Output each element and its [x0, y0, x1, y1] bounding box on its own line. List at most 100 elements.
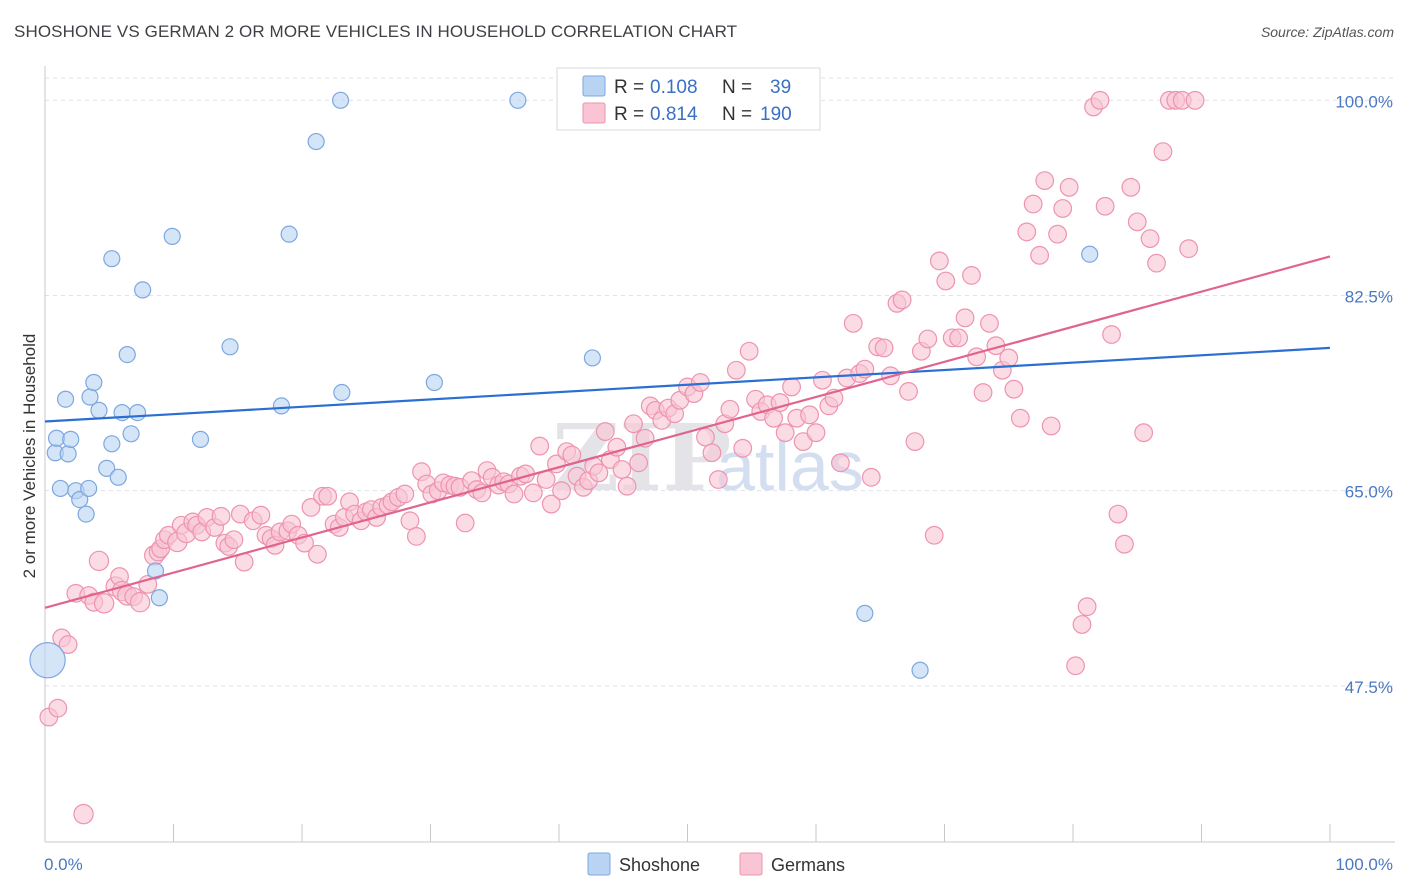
bottom-legend-label-shoshone: Shoshone [619, 855, 700, 875]
germans-point [629, 453, 649, 473]
shoshone-point [85, 373, 103, 392]
shoshone-point [191, 430, 210, 448]
germans-point [318, 486, 338, 506]
germans-point [308, 544, 327, 564]
ticks-layer: 47.5% 65.0% 82.5% 100.0% 0.0% 100.0% [44, 92, 1393, 874]
legend-n-value-germans: 190 [760, 104, 792, 125]
legend-top: R = 0.108 N = 39 R = 0.814 N = 190 [556, 67, 821, 131]
legend-n-value-shoshone: 39 [770, 77, 791, 98]
germans-point [1059, 177, 1079, 197]
germans-point [962, 266, 981, 285]
germans-point [617, 476, 637, 496]
germans-point [733, 438, 753, 458]
germans-point [720, 399, 740, 419]
germans-point [1134, 423, 1154, 443]
y-tick-label: 82.5% [1345, 287, 1393, 306]
bottom-legend-label-germans: Germans [771, 855, 845, 875]
shoshone-point [80, 479, 98, 498]
germans-point [93, 593, 115, 614]
germans-point [1048, 224, 1067, 244]
germans-point [406, 527, 426, 546]
germans-point [530, 436, 550, 456]
shoshone-point [128, 403, 147, 422]
shoshone-point [59, 445, 77, 463]
germans-point [806, 423, 826, 443]
shoshone-point [77, 505, 95, 523]
germans-point [861, 467, 881, 487]
chart-source: Source: ZipAtlas.com [1260, 24, 1394, 40]
germans-point [129, 592, 151, 613]
germans-point [690, 373, 710, 392]
chart-title: SHOSHONE VS GERMAN 2 OR MORE VEHICLES IN… [14, 22, 738, 41]
germans-point [224, 530, 244, 550]
bottom-legend-swatch-germans [739, 852, 763, 876]
shoshone-trend-line [44, 346, 1331, 423]
shoshone-point [911, 661, 929, 679]
shoshone-point [221, 338, 239, 356]
germans-point [918, 329, 938, 349]
germans-point [905, 432, 925, 451]
germans-point [955, 308, 975, 328]
shoshone-point [856, 604, 874, 622]
germans-point [726, 360, 746, 380]
shoshone-point [103, 435, 121, 453]
y-tick-label: 47.5% [1345, 678, 1393, 697]
germans-point [211, 506, 231, 526]
legend-row-shoshone: R = 0.108 N = 39 [582, 75, 791, 98]
bottom-legend-swatch-shoshone [587, 852, 611, 876]
shoshone-point [98, 459, 116, 477]
germans-point [58, 635, 78, 654]
shoshone-point [71, 490, 89, 509]
shoshone-point [307, 132, 325, 151]
shoshone-point [51, 479, 70, 498]
x-tick-label: 0.0% [44, 855, 83, 874]
germans-point [541, 494, 561, 514]
germans-point [1179, 239, 1199, 259]
germans-point [843, 313, 863, 333]
shoshone-point [280, 225, 298, 243]
germans-point [924, 525, 944, 545]
germans-point [1030, 245, 1049, 265]
germans-point [1147, 253, 1166, 273]
trend-layer [44, 255, 1331, 609]
germans-point [999, 348, 1019, 368]
germans-trend-line [44, 255, 1331, 609]
legend-n-label: N = [722, 77, 752, 98]
germans-point [1077, 597, 1097, 617]
shoshone-point [1081, 245, 1099, 263]
legend-r-label: R = [614, 77, 644, 98]
shoshone-point [163, 227, 181, 245]
germans-point [395, 484, 415, 504]
germans-point [523, 483, 543, 503]
y-tick-label: 100.0% [1335, 92, 1393, 111]
germans-point [1108, 504, 1128, 524]
shoshone-point [56, 390, 75, 408]
y-axis-title: 2 or more Vehicles in Household [20, 334, 39, 579]
shoshone-point [146, 562, 165, 580]
germans-point [88, 550, 110, 572]
germans-point [1004, 379, 1024, 399]
legend-bottom: Shoshone Germans [587, 852, 845, 876]
germans-point [1102, 325, 1121, 344]
germans-point [504, 484, 524, 504]
germans-point [949, 328, 969, 348]
legend-r-value-germans: 0.814 [650, 104, 698, 125]
legend-row-germans: R = 0.814 N = 190 [582, 102, 792, 125]
y-tick-label: 65.0% [1345, 483, 1393, 502]
shoshone-point [103, 250, 121, 268]
x-tick-label: 100.0% [1335, 855, 1393, 874]
shoshone-point [109, 468, 127, 486]
germans-point [800, 405, 819, 425]
germans-point [813, 370, 832, 390]
germans-point [899, 382, 918, 401]
germans-point [708, 470, 728, 489]
germans-point [980, 313, 999, 333]
germans-point [1140, 229, 1160, 249]
germans-point [782, 377, 801, 397]
points-layer [29, 90, 1205, 825]
germans-point [1023, 194, 1043, 214]
germans-point [1066, 656, 1085, 676]
germans-point [595, 422, 615, 441]
shoshone-point [62, 430, 80, 448]
germans-point [552, 481, 571, 501]
